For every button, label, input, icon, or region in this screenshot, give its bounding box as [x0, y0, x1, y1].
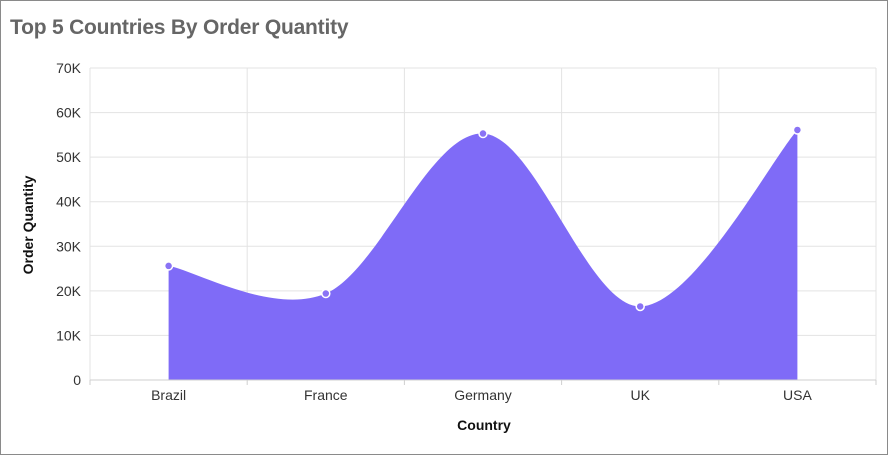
x-tick-label: France — [304, 387, 348, 403]
y-tick-label: 30K — [56, 238, 82, 254]
x-tick-label: UK — [630, 387, 650, 403]
series-area — [168, 129, 798, 380]
y-tick-label: 60K — [56, 105, 82, 121]
y-tick-label: 70K — [56, 60, 82, 76]
chart-title: Top 5 Countries By Order Quantity — [10, 16, 349, 39]
axis — [89, 379, 877, 385]
y-axis-title: Order Quantity — [20, 175, 36, 274]
x-tick-label: Germany — [454, 387, 512, 403]
data-point — [321, 288, 331, 299]
y-tick-label: 0 — [73, 372, 81, 388]
y-tick-label: 20K — [56, 283, 82, 299]
x-tick-label: Brazil — [151, 387, 186, 403]
area-layer — [168, 129, 798, 380]
x-tick-label: USA — [783, 387, 812, 403]
data-point — [163, 261, 174, 271]
data-point — [635, 301, 645, 312]
y-tick-label: 50K — [56, 149, 82, 165]
markers — [163, 125, 803, 312]
data-point — [478, 128, 488, 139]
tick-labels: 0 10K 20K 30K 40K 50K 60K 70K Brazil France German… — [56, 60, 812, 403]
y-tick-label: 10K — [56, 327, 82, 343]
y-tick-label: 40K — [56, 194, 82, 210]
data-point — [792, 125, 803, 135]
x-axis-title: Country — [457, 417, 511, 433]
